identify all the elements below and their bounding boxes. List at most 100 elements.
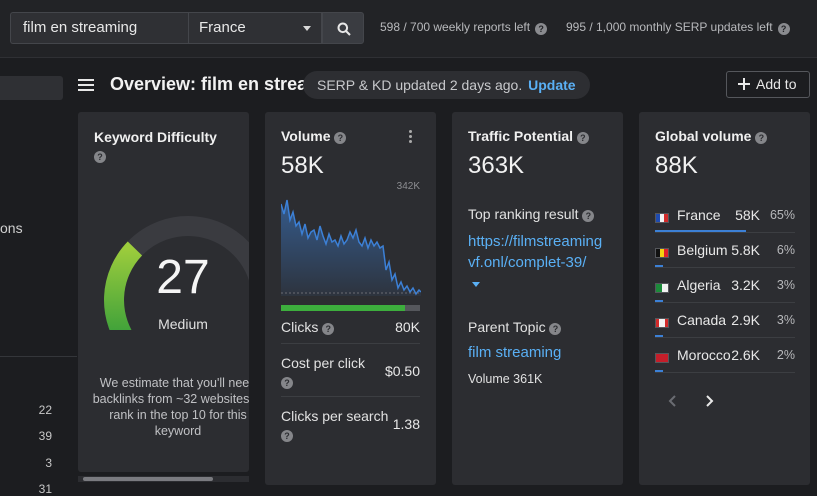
country-name: Belgium: [677, 242, 728, 258]
global-value: 88K: [655, 152, 698, 179]
country-row[interactable]: Belgium 5.8K 6%: [655, 241, 795, 276]
volume-chart-max: 342K: [396, 181, 420, 192]
country-flag-icon: [655, 283, 669, 293]
country-flag-icon: [655, 248, 669, 258]
help-icon[interactable]: ?: [322, 323, 335, 335]
country-share-bar: [655, 300, 663, 302]
parent-topic-link[interactable]: film streaming: [468, 344, 562, 361]
clicks-label: Clicks ?: [281, 319, 335, 335]
chevron-right-icon[interactable]: [699, 391, 719, 411]
chevron-left-icon[interactable]: [663, 391, 683, 411]
sidebar-item-label[interactable]: ons: [0, 220, 23, 236]
caret-down-icon: [303, 26, 311, 31]
country-flag-icon: [655, 213, 669, 223]
cpc-label: Cost per click ?: [281, 354, 365, 390]
update-link[interactable]: Update: [528, 77, 576, 93]
menu-icon[interactable]: [78, 79, 94, 91]
serp-update-text: SERP & KD updated 2 days ago.: [317, 77, 523, 93]
global-volume-card: Global volume ? 88K France 58K 65% Belgium 5…: [639, 112, 810, 485]
kd-value: 27: [156, 251, 210, 304]
clicks-bar: [281, 305, 420, 311]
divider: [281, 396, 420, 397]
top-result-link[interactable]: https://filmstreamingvf.onl/complet-39/: [468, 233, 603, 271]
country-row-divider: [655, 337, 795, 338]
country-share-bar: [655, 230, 746, 232]
country-name: Morocco: [677, 347, 731, 363]
expand-caret-icon[interactable]: [472, 282, 480, 287]
more-vertical-icon[interactable]: [409, 130, 413, 145]
country-share: 2%: [776, 348, 795, 362]
kd-gauge: [104, 216, 249, 330]
monthly-updates-text: 995 / 1,000 monthly SERP updates left: [566, 20, 773, 34]
kd-scrollbar[interactable]: [78, 472, 249, 496]
country-row[interactable]: France 58K 65%: [655, 206, 795, 241]
global-title: Global volume ?: [655, 128, 768, 144]
country-volume: 2.9K: [731, 312, 760, 328]
country-flag-icon: [655, 353, 669, 363]
global-title-text: Global volume: [655, 128, 752, 144]
search-button[interactable]: [322, 12, 364, 44]
help-icon[interactable]: ?: [535, 23, 548, 35]
kd-description: We estimate that you'll need backlinks f…: [92, 376, 249, 438]
search-icon: [337, 22, 351, 36]
monthly-updates-quota: 995 / 1,000 monthly SERP updates left?: [566, 20, 790, 35]
volume-title-text: Volume: [281, 128, 331, 144]
country-share: 65%: [769, 208, 795, 222]
volume-trend-line: [281, 199, 421, 296]
keyword-search-input[interactable]: film en streaming: [10, 12, 188, 44]
volume-trend-area: [281, 200, 421, 296]
help-icon[interactable]: ?: [549, 323, 562, 335]
kd-title: Keyword Difficulty ?: [94, 128, 234, 164]
country-flag-icon: [655, 318, 669, 328]
country-row[interactable]: Algeria 3.2K 3%: [655, 276, 795, 311]
help-icon[interactable]: ?: [576, 132, 589, 144]
traffic-title: Traffic Potential ?: [468, 128, 589, 144]
help-icon[interactable]: ?: [94, 151, 106, 163]
parent-topic-volume: Volume 361K: [468, 372, 543, 386]
country-row-divider: [655, 372, 795, 373]
add-to-button[interactable]: Add to: [726, 71, 810, 98]
volume-card: Volume ? 58K 342K Clicks ? 80K Cost per …: [265, 112, 436, 485]
help-icon[interactable]: ?: [582, 210, 595, 222]
help-icon[interactable]: ?: [281, 377, 293, 389]
country-row-divider: [655, 302, 795, 303]
cps-label-text: Clicks per search: [281, 408, 389, 424]
clicks-bar-fill: [281, 305, 405, 311]
country-row[interactable]: Canada 2.9K 3%: [655, 311, 795, 346]
country-volume: 3.2K: [731, 277, 760, 293]
sidebar-divider: [0, 356, 77, 357]
top-result-label: Top ranking result ?: [468, 206, 595, 222]
traffic-title-text: Traffic Potential: [468, 128, 574, 144]
keyword-difficulty-card: Keyword Difficulty ? 27 Medium We estima…: [78, 112, 249, 472]
weekly-reports-text: 598 / 700 weekly reports left: [380, 20, 531, 34]
help-icon[interactable]: ?: [281, 430, 293, 442]
country-share: 3%: [776, 313, 795, 327]
parent-topic-label: Parent Topic ?: [468, 319, 562, 335]
country-volume: 5.8K: [731, 242, 760, 258]
add-to-label: Add to: [756, 76, 797, 92]
country-share: 3%: [776, 278, 795, 292]
help-icon[interactable]: ?: [334, 132, 347, 144]
country-row-divider: [655, 267, 795, 268]
kd-scrollbar-thumb[interactable]: [83, 477, 213, 481]
clicks-value: 80K: [395, 319, 420, 335]
country-name: Algeria: [677, 277, 721, 293]
country-select-value: France: [199, 19, 246, 36]
top-bar: film en streaming France 598 / 700 weekl…: [0, 0, 817, 58]
parent-topic-label-text: Parent Topic: [468, 319, 546, 335]
volume-value: 58K: [281, 152, 324, 179]
country-row[interactable]: Morocco 2.6K 2%: [655, 346, 795, 381]
sidebar-search-field[interactable]: [0, 76, 63, 100]
sidebar-count: 3: [45, 456, 52, 470]
serp-update-notice: SERP & KD updated 2 days ago. Update: [303, 71, 590, 99]
help-icon[interactable]: ?: [777, 23, 790, 35]
country-share-bar: [655, 370, 663, 372]
country-select[interactable]: France: [188, 12, 322, 44]
country-volume: 58K: [735, 207, 760, 223]
cps-value: 1.38: [392, 416, 420, 432]
kd-title-text: Keyword Difficulty: [94, 129, 217, 145]
help-icon[interactable]: ?: [755, 132, 768, 144]
volume-title: Volume ?: [281, 128, 347, 144]
country-name: Canada: [677, 312, 727, 328]
cpc-label-text: Cost per click: [281, 355, 366, 371]
